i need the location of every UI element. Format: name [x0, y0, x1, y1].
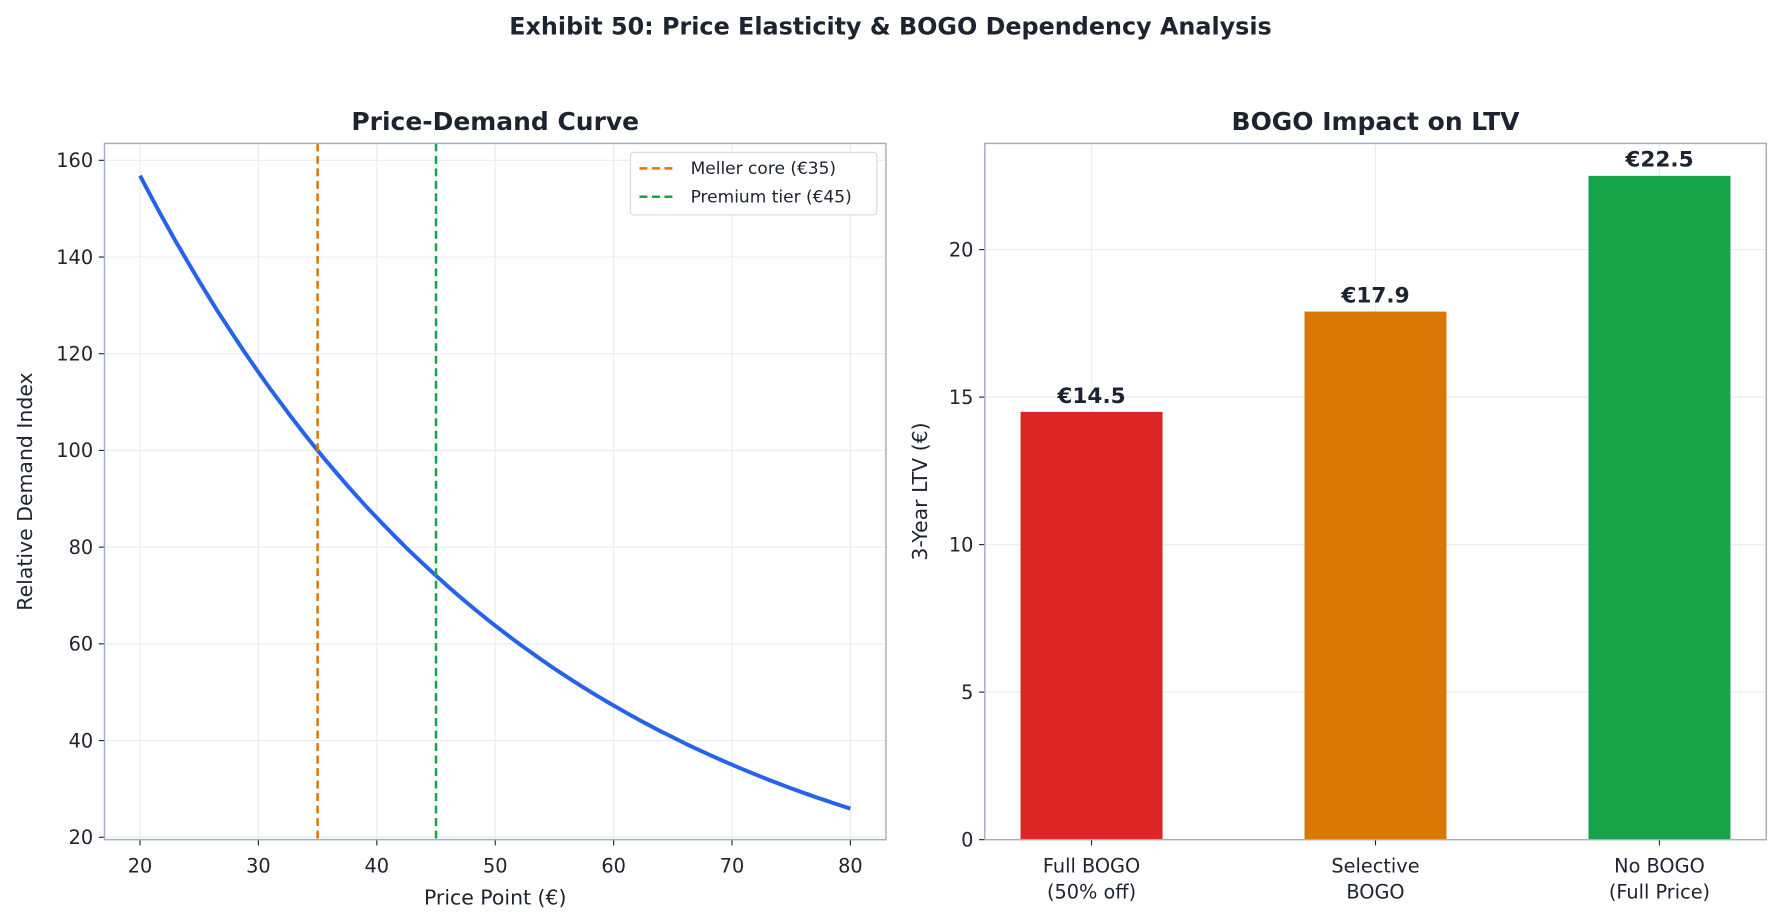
bogo-ltv-panel: 0 5 10 15 20 €14.5 Full BOGO (50% off) €17.9 Sele… [908, 107, 1767, 904]
panel-title: BOGO Impact on LTV [1232, 107, 1521, 136]
x-tick-label: 70 [720, 855, 745, 878]
price-demand-panel: 20 30 40 50 60 70 80 20 40 60 80 100 120 140 160 Meller… [13, 107, 887, 909]
x-tick-label: Full BOGO [1043, 855, 1140, 878]
legend-box [629, 151, 878, 216]
legend-label: Premium tier (€45) [691, 187, 852, 207]
y-tick-label: 40 [69, 729, 94, 752]
legend-label: Meller core (€35) [691, 159, 837, 179]
x-tick-label: 20 [128, 855, 153, 878]
x-axis-label: Price Point (€) [424, 885, 567, 909]
x-tick-label: 60 [601, 855, 626, 878]
bar-data-label: €14.5 [1056, 384, 1125, 409]
x-tick-label: (50% off) [1047, 881, 1136, 904]
y-tick-label: 140 [56, 246, 93, 269]
bar [1588, 175, 1731, 840]
figure-title: Exhibit 50: Price Elasticity & BOGO Depe… [509, 12, 1271, 40]
y-tick-label: 0 [961, 828, 973, 851]
legend: Meller core (€35) Premium tier (€45) [629, 151, 878, 216]
y-axis-label: Relative Demand Index [13, 372, 37, 610]
y-tick-label: 5 [961, 681, 973, 704]
y-tick-label: 160 [56, 149, 93, 172]
x-tick-label: 40 [365, 855, 390, 878]
bar [1020, 411, 1163, 840]
y-tick-label: 120 [56, 343, 93, 366]
y-tick-label: 80 [69, 536, 94, 559]
y-tick-label: 100 [56, 439, 93, 462]
x-tick-label: No BOGO [1614, 855, 1705, 878]
demand-curve [138, 174, 852, 811]
bar [1304, 311, 1447, 840]
y-tick-label: 10 [949, 533, 974, 556]
y-axis-label: 3-Year LTV (€) [908, 422, 932, 560]
y-tick-label: 15 [949, 386, 974, 409]
x-tick-label: 30 [246, 855, 271, 878]
y-tick-label: 60 [69, 633, 94, 656]
x-tick-label: (Full Price) [1609, 881, 1710, 904]
x-tick-label: 80 [838, 855, 863, 878]
x-tick-label: Selective [1331, 855, 1419, 878]
x-tick-label: BOGO [1346, 881, 1404, 904]
bar-data-label: €17.9 [1340, 283, 1409, 308]
y-tick-label: 20 [949, 238, 974, 261]
plot-frame [103, 142, 887, 841]
plot-frame [984, 142, 1767, 841]
x-tick-label: 50 [483, 855, 508, 878]
y-tick-label: 20 [69, 826, 94, 849]
bar-data-label: €22.5 [1624, 148, 1693, 173]
panel-title: Price-Demand Curve [351, 107, 639, 136]
